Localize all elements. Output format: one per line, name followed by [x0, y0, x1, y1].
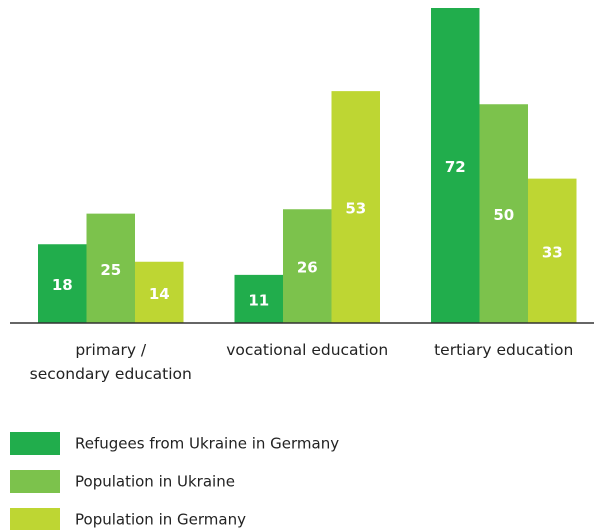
- bar: [86, 213, 135, 323]
- value-label: 14: [149, 285, 170, 303]
- bar: [234, 274, 283, 323]
- value-label: 50: [493, 206, 514, 224]
- x-tick-label: primary / secondary education: [29, 341, 192, 383]
- value-label: 26: [297, 259, 318, 277]
- legend-label: Refugees from Ukraine in Germany: [75, 435, 339, 453]
- x-tick-label: tertiary education: [434, 341, 574, 359]
- bar: [528, 178, 577, 323]
- legend-label: Population in Germany: [75, 511, 246, 529]
- legend-swatch: [10, 432, 60, 455]
- legend-swatch: [10, 508, 60, 530]
- bar: [135, 261, 184, 323]
- value-label: 25: [100, 261, 121, 279]
- bar: [283, 209, 332, 323]
- bar: [431, 8, 480, 323]
- bar: [331, 91, 380, 323]
- value-label: 72: [445, 158, 466, 176]
- x-tick-label: vocational education: [226, 341, 389, 359]
- bar: [38, 244, 87, 323]
- value-label: 11: [248, 291, 269, 309]
- legend-label: Population in Ukraine: [75, 473, 235, 491]
- bar: [479, 104, 528, 323]
- value-label: 53: [345, 200, 366, 218]
- value-label: 33: [542, 243, 563, 261]
- value-label: 18: [52, 276, 73, 294]
- legend-swatch: [10, 470, 60, 493]
